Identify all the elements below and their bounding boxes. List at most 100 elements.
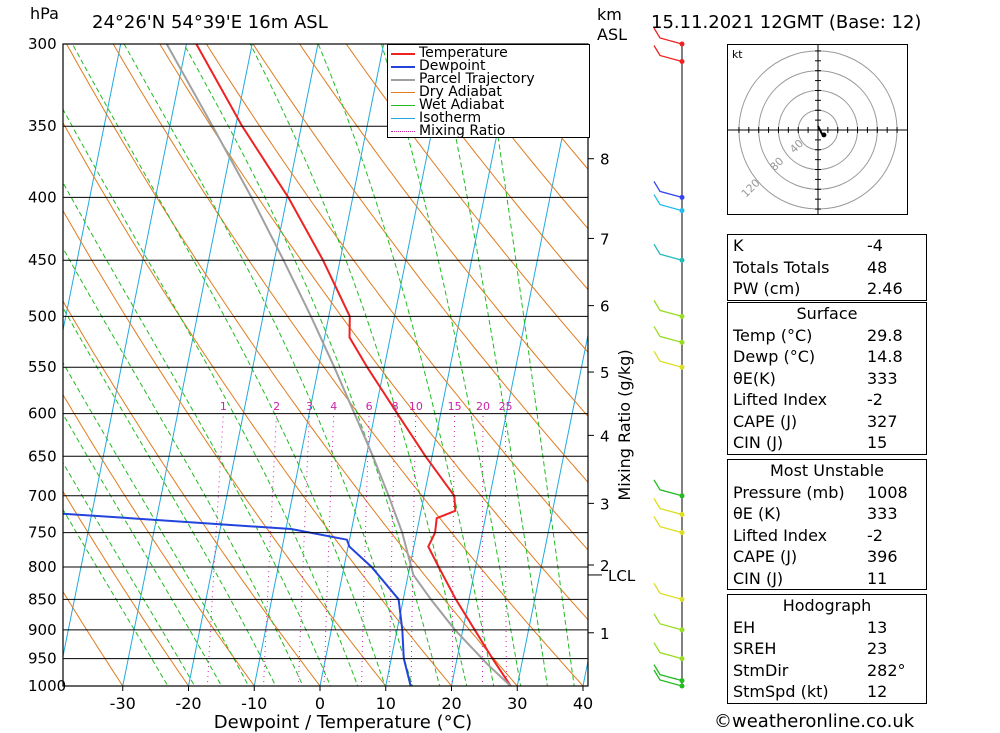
hodograph-table: Hodograph EH 13 SREH 23 StmDir 282° StmSpd …	[727, 594, 927, 704]
mixing-ratio-line	[481, 413, 484, 686]
dry-adiabat-line	[65, 44, 518, 686]
temperature-tick-label: 10	[376, 694, 396, 713]
mixing-ratio-line	[206, 413, 224, 686]
isotherm-line	[63, 44, 122, 333]
height-tick-label: 3	[600, 495, 610, 513]
wet-adiabat-line	[317, 44, 495, 686]
wind-level-marker	[679, 678, 685, 684]
height-tick-label: 2	[600, 557, 610, 575]
mixing-ratio-label: 25	[499, 400, 513, 413]
dry-adiabat-line	[63, 393, 255, 686]
mixing-ratio-line	[388, 413, 396, 686]
temperature-line	[195, 44, 513, 686]
temperature-tick-label: 30	[507, 694, 527, 713]
mixing-ratio-line	[263, 413, 278, 686]
wind-level-marker	[679, 58, 685, 64]
temperature-tick-label: 20	[441, 694, 461, 713]
hodograph-ring-label: 40	[787, 137, 806, 156]
pressure-tick-label: 400	[28, 188, 57, 206]
chart-legend: Temperature Dewpoint Parcel Trajectory D…	[387, 44, 590, 138]
isotherm-line	[319, 44, 450, 686]
height-tick-label: 6	[600, 298, 610, 316]
wet-adiabat-line	[249, 44, 468, 686]
isotherm-line	[253, 44, 385, 686]
temperature-tick-label: -30	[110, 694, 136, 713]
pressure-tick-label: 650	[28, 447, 57, 465]
indices-row: Totals Totals 48	[733, 257, 888, 277]
pressure-tick-label: 550	[28, 358, 57, 376]
dry-adiabat-line	[63, 490, 190, 686]
indices-table: K -4 Totals Totals 48 PW (cm) 2.46	[727, 234, 927, 301]
most-unstable-row: CIN (J) 11	[733, 568, 888, 588]
wind-barb	[653, 516, 683, 534]
wind-level-marker	[679, 364, 685, 370]
pressure-tick-label: 500	[28, 307, 57, 325]
wet-adiabat-line	[380, 44, 522, 686]
height-unit-asl: ASL	[597, 25, 628, 44]
x-axis-label: Dewpoint / Temperature (°C)	[214, 712, 472, 733]
plot-frame	[62, 43, 589, 687]
credit-text: ©weatheronline.co.uk	[714, 711, 915, 732]
wet-adiabat-line	[63, 361, 250, 686]
height-tick-label: 4	[600, 427, 610, 445]
mixing-ratio-line	[360, 413, 370, 686]
dewpoint-line	[63, 512, 413, 686]
wet-adiabat-line	[63, 306, 277, 686]
surface-table: Surface Temp (°C) 29.8 Dewp (°C) 14.8 θE(K…	[727, 302, 927, 455]
temperature-tick-label: -20	[175, 694, 201, 713]
height-tick-label: 5	[600, 364, 610, 382]
mixing-ratio-label: 8	[392, 400, 399, 413]
mixing-ratio-line	[505, 413, 508, 686]
most-unstable-row: Lifted Index -2	[733, 525, 883, 545]
most-unstable-row: Pressure (mb) 1008	[733, 482, 908, 502]
pressure-tick-label: 300	[28, 35, 57, 53]
location-title: 24°26'N 54°39'E 16m ASL	[92, 12, 328, 33]
surface-row: Temp (°C) 29.8	[733, 325, 903, 345]
dry-adiabat-line	[345, 44, 588, 353]
indices-row: PW (cm) 2.46	[733, 279, 903, 298]
temperature-tick-label: 40	[573, 694, 593, 713]
dry-adiabat-line	[63, 590, 124, 686]
height-tick-label: 1	[600, 625, 610, 643]
dry-adiabat-line	[63, 300, 321, 686]
dry-adiabat-line	[63, 209, 387, 686]
pressure-tick-label: 750	[28, 524, 57, 542]
wet-adiabat-line	[63, 247, 304, 686]
wind-level-marker	[679, 194, 685, 200]
wind-barb	[653, 498, 683, 516]
isotherm-line	[122, 44, 253, 686]
mixing-ratio-line	[410, 413, 417, 686]
hodograph-ring-label: 120	[739, 176, 763, 200]
lcl-label: LCL	[608, 567, 636, 585]
wet-adiabat-line	[123, 44, 413, 686]
wind-barb	[653, 613, 683, 631]
mixing-ratio-label: 3	[306, 400, 313, 413]
legend-item-temperature: Temperature	[388, 46, 589, 60]
pressure-tick-label: 950	[28, 650, 57, 668]
wind-barb	[653, 669, 683, 687]
wet-adiabat-line	[63, 413, 223, 686]
wind-level-marker	[679, 313, 685, 319]
most-unstable-row: CAPE (J) 396	[733, 547, 898, 566]
hodograph-row: StmSpd (kt) 12	[733, 682, 888, 701]
dry-adiabat-line	[438, 44, 588, 230]
indices-row: K -4	[733, 236, 883, 255]
wet-adiabat-line	[483, 44, 575, 686]
dry-adiabat-line	[392, 44, 588, 291]
wind-level-marker	[679, 339, 685, 345]
hodograph-ring-label: 80	[767, 155, 786, 174]
wet-adiabat-line	[63, 508, 169, 686]
wind-level-marker	[679, 530, 685, 536]
legend-item-dewpoint: Dewpoint	[388, 59, 589, 73]
dry-adiabat-line	[63, 121, 453, 686]
height-tick-label: 8	[600, 151, 610, 169]
wind-level-marker	[679, 512, 685, 518]
surface-row: Dewp (°C) 14.8	[733, 347, 903, 366]
wind-barb	[653, 479, 683, 497]
dry-adiabat-line	[159, 44, 588, 621]
dry-adiabat-line	[298, 44, 588, 418]
wind-level-marker	[679, 41, 685, 47]
pressure-tick-label: 700	[28, 487, 57, 505]
wind-barb	[653, 664, 683, 682]
wind-level-marker	[679, 683, 685, 689]
